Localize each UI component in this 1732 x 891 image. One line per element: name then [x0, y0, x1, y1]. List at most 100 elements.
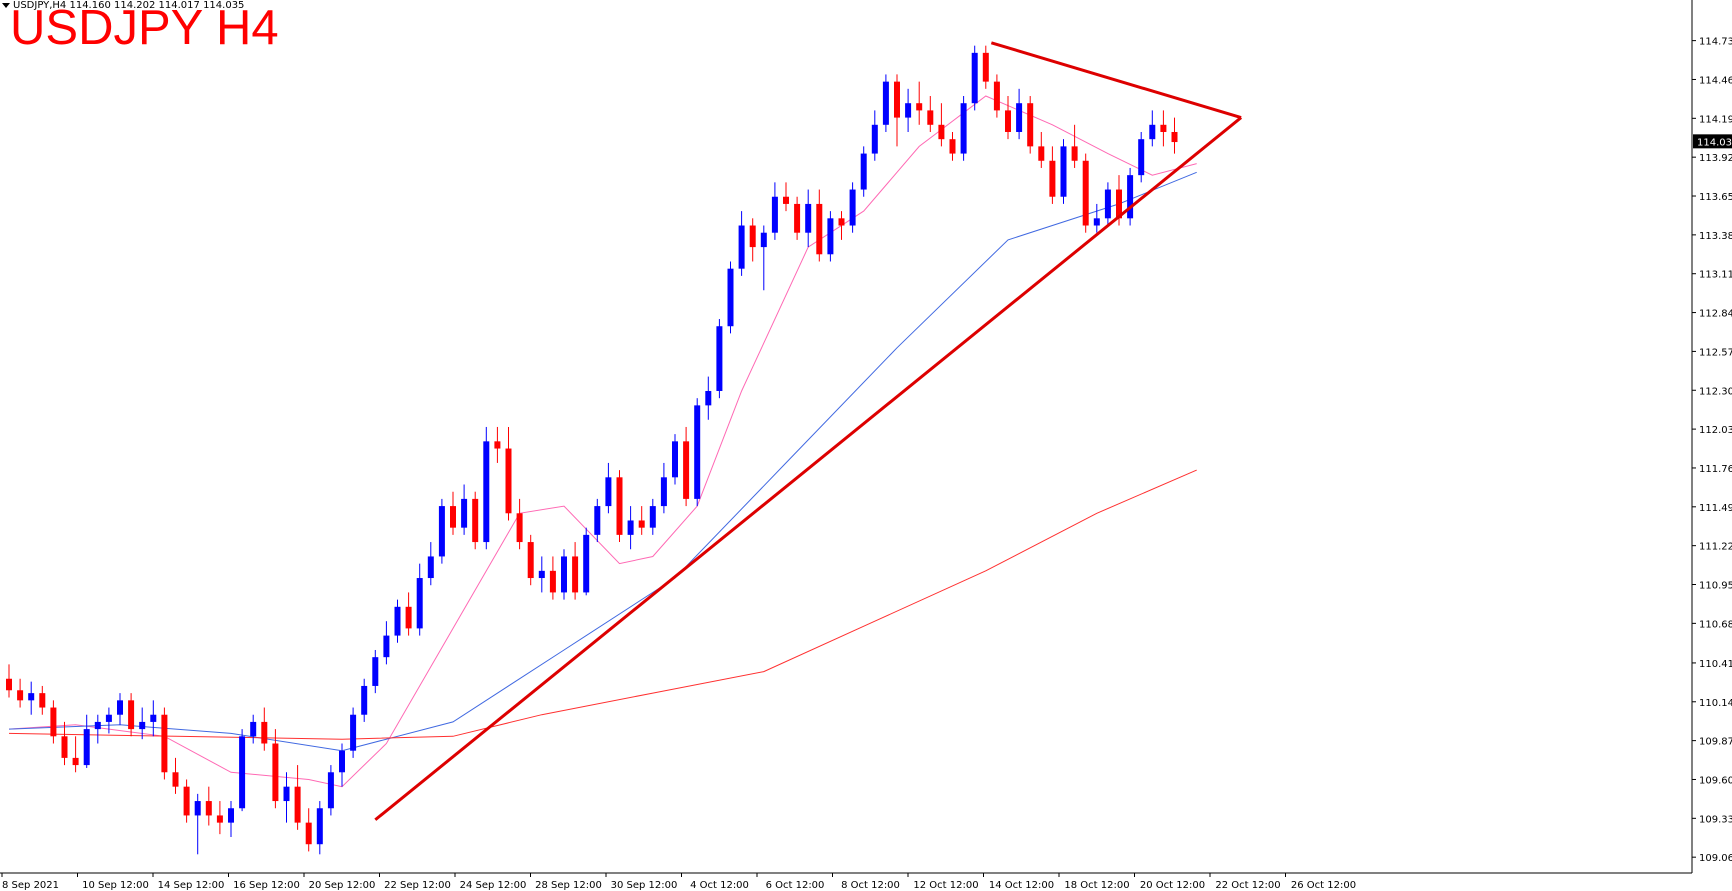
bearish-candle	[172, 772, 179, 787]
bearish-candle	[1160, 124, 1167, 132]
bullish-candle	[860, 153, 867, 190]
bearish-candle	[794, 203, 801, 233]
bullish-candle	[94, 721, 101, 730]
bullish-candle	[228, 808, 234, 823]
y-tick-label: 113.925	[1699, 153, 1732, 164]
bearish-candle	[616, 477, 623, 535]
bearish-candle	[516, 513, 523, 543]
bullish-candle	[605, 477, 612, 507]
bullish-candle	[194, 801, 201, 816]
bullish-candle	[771, 196, 778, 233]
bullish-candle	[1149, 124, 1156, 140]
moving-average-line-1	[8, 171, 1197, 752]
bearish-candle	[261, 721, 268, 744]
bearish-candle	[993, 81, 1000, 111]
bearish-candle	[6, 678, 12, 691]
x-tick-label: 12 Oct 12:00	[913, 880, 978, 891]
bullish-candle	[805, 203, 812, 233]
bearish-candle	[1005, 110, 1011, 132]
bullish-candle	[660, 477, 667, 507]
x-tick-label: 22 Sep 12:00	[384, 880, 451, 891]
x-tick-label: 8 Sep 2021	[2, 880, 59, 891]
symbol-ohlc-text: USDJPY,H4 114.160 114.202 114.017 114.03…	[13, 0, 245, 11]
bullish-candle	[427, 556, 434, 579]
bullish-candle	[971, 52, 978, 104]
bullish-candle	[483, 441, 490, 543]
bullish-candle	[705, 390, 712, 406]
bullish-candle	[438, 506, 445, 557]
y-tick-label: 113.115	[1699, 270, 1732, 281]
bearish-candle	[783, 196, 789, 204]
bearish-candle	[128, 700, 135, 730]
bearish-candle	[1049, 160, 1056, 197]
x-tick-label: 26 Oct 12:00	[1291, 880, 1356, 891]
bearish-candle	[572, 556, 579, 593]
bullish-candle	[905, 103, 912, 118]
bearish-candle	[294, 786, 301, 823]
bearish-candle	[527, 542, 534, 579]
bearish-candle	[549, 570, 556, 593]
bullish-candle	[1016, 103, 1023, 132]
bearish-candle	[72, 757, 79, 766]
bullish-candle	[538, 570, 545, 579]
bearish-candle	[50, 707, 57, 737]
bullish-candle	[627, 520, 634, 535]
bullish-candle	[649, 506, 656, 528]
y-tick-label: 114.195	[1699, 114, 1732, 125]
current-price-tag	[1693, 134, 1732, 149]
bullish-candle	[327, 772, 334, 809]
bullish-candle	[694, 405, 701, 499]
y-tick-label: 110.140	[1699, 698, 1732, 709]
bullish-candle	[250, 721, 257, 737]
bullish-candle	[350, 714, 357, 751]
bullish-candle	[1093, 218, 1100, 226]
overlay-title: USDJPY H4	[10, 1, 279, 55]
bullish-candle	[672, 441, 678, 478]
bullish-candle	[239, 736, 246, 809]
y-tick-label: 110.685	[1699, 619, 1732, 630]
x-tick-label: 30 Sep 12:00	[611, 880, 678, 891]
y-tick-label: 114.465	[1699, 75, 1732, 86]
bullish-candle	[416, 578, 423, 629]
bearish-candle	[39, 693, 46, 708]
bearish-candle	[982, 52, 989, 82]
bullish-candle	[1060, 146, 1067, 197]
trendline-1	[990, 41, 1242, 120]
bullish-candle	[594, 506, 601, 535]
bullish-candle	[960, 103, 967, 154]
bearish-candle	[938, 124, 945, 140]
bearish-candle	[894, 81, 900, 118]
x-tick-label: 24 Sep 12:00	[460, 880, 527, 891]
bullish-candle	[461, 498, 468, 528]
bearish-candle	[749, 225, 756, 248]
y-tick-label: 111.225	[1699, 542, 1732, 553]
bullish-candle	[1127, 175, 1134, 219]
y-tick-label: 111.765	[1699, 464, 1732, 475]
bearish-candle	[1027, 103, 1034, 147]
bearish-candle	[450, 506, 456, 528]
bullish-candle	[716, 326, 723, 391]
x-tick-label: 20 Sep 12:00	[309, 880, 376, 891]
bullish-candle	[727, 268, 734, 327]
bearish-candle	[405, 606, 412, 629]
y-tick-label: 112.035	[1699, 425, 1732, 436]
y-tick-label: 109.870	[1699, 737, 1732, 748]
bearish-candle	[205, 801, 212, 816]
bearish-candle	[683, 441, 690, 499]
x-tick-label: 20 Oct 12:00	[1140, 880, 1205, 891]
bullish-candle	[1104, 189, 1111, 219]
dropdown-triangle-icon[interactable]	[2, 2, 10, 8]
bearish-candle	[1082, 160, 1089, 226]
x-tick-label: 16 Sep 12:00	[233, 880, 300, 891]
bearish-candle	[161, 714, 168, 773]
bullish-candle	[583, 534, 590, 593]
bullish-candle	[871, 124, 878, 154]
bearish-candle	[1038, 146, 1045, 161]
symbol-header: USDJPY,H4 114.160 114.202 114.017 114.03…	[2, 0, 244, 11]
bearish-candle	[927, 110, 934, 125]
y-tick-label: 112.575	[1699, 347, 1732, 358]
bearish-candle	[638, 520, 645, 528]
bearish-candle	[183, 786, 190, 816]
bearish-candle	[216, 815, 223, 823]
